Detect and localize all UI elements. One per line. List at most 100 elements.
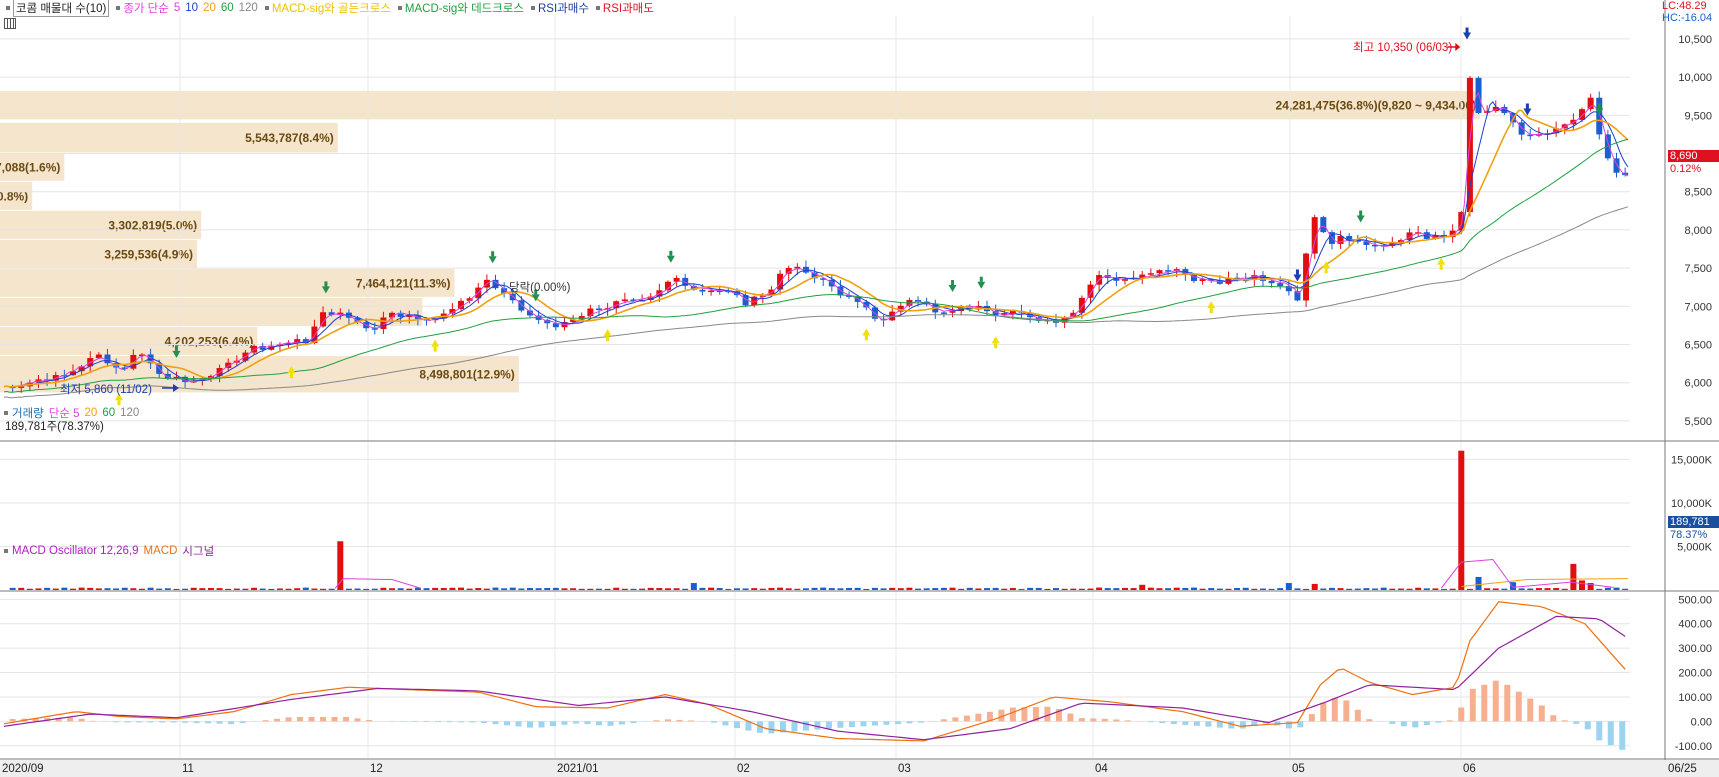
volume-bar bbox=[1001, 588, 1008, 590]
volume-bar bbox=[854, 587, 861, 590]
macd-oscillator-bar bbox=[1090, 718, 1097, 722]
grid-tool-icon[interactable] bbox=[4, 18, 16, 29]
macd-oscillator-bar bbox=[1228, 721, 1235, 729]
macd-oscillator-bar bbox=[871, 721, 878, 726]
candle-body bbox=[742, 295, 749, 306]
legend-entry[interactable]: 거래량 bbox=[12, 408, 44, 420]
macd-oscillator-bar bbox=[182, 721, 189, 723]
legend-entry[interactable]: 20 bbox=[84, 407, 98, 419]
volume-bar bbox=[1285, 583, 1292, 590]
macd-oscillator[interactable] bbox=[3, 601, 1626, 750]
macd-oscillator-bar bbox=[1078, 718, 1085, 722]
volume-bar bbox=[1078, 588, 1085, 590]
macd-oscillator-bar bbox=[1239, 721, 1246, 729]
volume-ma-line bbox=[1440, 559, 1614, 589]
volume-bar bbox=[380, 587, 387, 590]
volume-bar bbox=[1372, 588, 1379, 590]
volume-bar bbox=[785, 588, 792, 590]
volume-bar bbox=[449, 587, 456, 590]
candle-body bbox=[1001, 313, 1008, 316]
volume-bar bbox=[44, 587, 51, 590]
legend-item[interactable]: 20 bbox=[203, 2, 216, 14]
volume-bar bbox=[294, 588, 301, 590]
volume-bar bbox=[1190, 587, 1197, 590]
volume-bar bbox=[18, 587, 25, 590]
volume-bar bbox=[1604, 587, 1611, 590]
macd-oscillator-bar bbox=[1354, 709, 1361, 722]
macd-line bbox=[3, 601, 1626, 742]
profile-band bbox=[0, 297, 423, 326]
legend-item[interactable]: 10 bbox=[185, 2, 199, 14]
volume-bar bbox=[716, 588, 723, 590]
low-annotation: 최저 5,860 (11/02) bbox=[60, 384, 152, 396]
legend-entry[interactable]: MACD bbox=[143, 545, 178, 557]
volume-bar bbox=[820, 587, 827, 590]
legend-entry[interactable]: 60 bbox=[102, 407, 116, 419]
price-tick-label: 7,500 bbox=[1684, 263, 1712, 275]
macd-oscillator-bar bbox=[113, 721, 120, 723]
volume-bar bbox=[940, 587, 947, 590]
volume-bar bbox=[259, 588, 266, 590]
volume-bar bbox=[1449, 588, 1456, 590]
legend-item[interactable]: 종가 단순 bbox=[116, 0, 169, 16]
macd-oscillator-bar bbox=[1113, 719, 1120, 722]
signal-arrow-icon bbox=[287, 366, 296, 374]
x-tick-label: 06 bbox=[1463, 763, 1476, 775]
signal-arrow-icon bbox=[669, 250, 673, 256]
signal-arrow-icon bbox=[977, 281, 986, 289]
volume-bar bbox=[863, 588, 870, 590]
volume-bar bbox=[104, 588, 111, 590]
price-tick-label: 8,500 bbox=[1684, 187, 1712, 199]
signal-arrow-icon bbox=[1597, 103, 1601, 109]
volume-bar bbox=[1259, 588, 1266, 590]
profile-band bbox=[0, 210, 202, 239]
lc-value: LC:48.29 bbox=[1662, 0, 1707, 12]
legend-entry[interactable]: MACD Oscillator 12,26,9 bbox=[12, 545, 139, 557]
profile-label: 552,097(0.8%) bbox=[0, 189, 28, 203]
volume-bar bbox=[216, 588, 223, 590]
macd-oscillator-bar bbox=[492, 721, 499, 725]
macd-oscillator-bar bbox=[1285, 721, 1292, 729]
volume-bar bbox=[578, 588, 585, 590]
macd-oscillator-bar bbox=[1607, 721, 1614, 746]
macd-oscillator-bar bbox=[1573, 721, 1580, 724]
macd-oscillator-bar bbox=[159, 721, 166, 723]
ma-line-20 bbox=[3, 109, 1629, 388]
legend-item[interactable]: RSI과매도 bbox=[595, 0, 654, 16]
legend-item[interactable]: 5 bbox=[173, 2, 181, 14]
legend-entry[interactable]: 120 bbox=[120, 407, 140, 419]
volume-bars[interactable] bbox=[9, 450, 1629, 590]
legend-item[interactable]: 120 bbox=[238, 2, 258, 14]
macd-tick-label: 200.00 bbox=[1678, 668, 1712, 680]
macd-oscillator-bar bbox=[837, 721, 844, 728]
volume-bar bbox=[345, 588, 352, 590]
legend-item[interactable]: MACD-sig와 데드크로스 bbox=[397, 0, 524, 16]
volume-bar bbox=[725, 588, 732, 590]
legend-main-box[interactable]: 코콤 매물대 수(10) bbox=[6, 0, 110, 17]
macd-oscillator-bar bbox=[147, 721, 154, 723]
macd-oscillator-bar bbox=[1032, 707, 1039, 722]
macd-oscillator-bar bbox=[549, 721, 556, 727]
legend-item[interactable]: RSI과매수 bbox=[530, 0, 589, 16]
volume-bar bbox=[932, 588, 939, 590]
volume-bar bbox=[992, 587, 999, 590]
candle-body bbox=[1372, 244, 1379, 247]
candle-body bbox=[458, 300, 465, 310]
volume-bar bbox=[1044, 588, 1051, 590]
legend-item[interactable]: MACD-sig와 골든크로스 bbox=[264, 0, 391, 16]
high-annotation: 최고 10,350 (06/03) bbox=[1353, 42, 1453, 54]
legend-entry[interactable]: 시그널 bbox=[182, 546, 215, 558]
signal-arrow-icon bbox=[491, 251, 495, 257]
volume-bar bbox=[199, 588, 206, 590]
candle-body bbox=[501, 288, 508, 294]
macd-oscillator-bar bbox=[1515, 691, 1522, 722]
volume-bar bbox=[1613, 587, 1620, 590]
signal-arrow-icon bbox=[531, 294, 540, 302]
signal-arrow-icon bbox=[172, 350, 181, 358]
candle-body bbox=[173, 376, 180, 379]
macd-oscillator-bar bbox=[1538, 705, 1545, 722]
legend-item[interactable]: 60 bbox=[220, 2, 234, 14]
signal-arrow-icon bbox=[991, 336, 1000, 344]
legend-entry[interactable]: 단순 5 bbox=[48, 408, 80, 420]
